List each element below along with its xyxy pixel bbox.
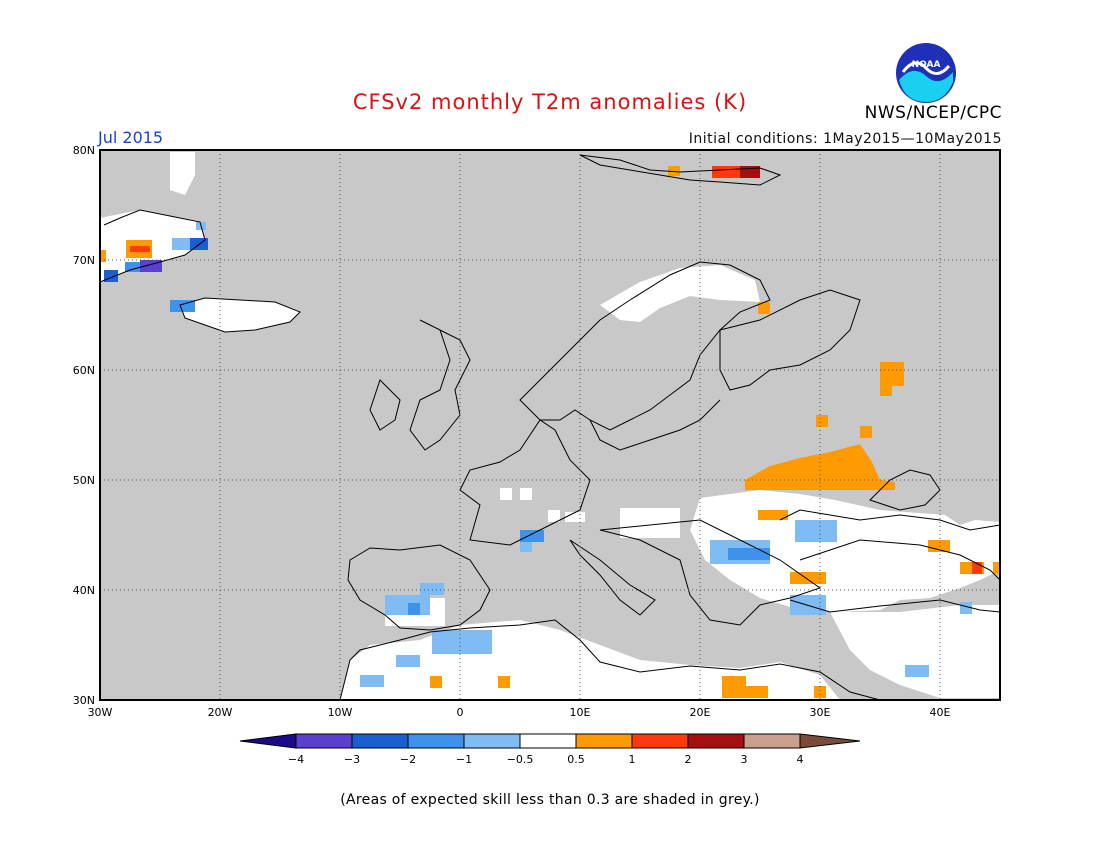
coastlines	[99, 154, 1001, 701]
lon-tick-labels: 30W 20W 10W 0 10E 20E 30E 40E	[88, 706, 951, 719]
colorbar-label: −4	[288, 753, 304, 766]
lon-tick: 0	[457, 706, 464, 719]
colorbar-bin	[631, 733, 689, 749]
colorbar-label: −3	[344, 753, 360, 766]
lon-tick: 20E	[690, 706, 711, 719]
colorbar-low-end	[239, 733, 297, 749]
colorbar: −4 −3 −2 −1 −0.5 0.5 1 2 3 4	[239, 733, 861, 766]
colorbar-bin	[463, 733, 521, 749]
lat-tick: 80N	[73, 144, 95, 157]
lon-tick: 20W	[208, 706, 233, 719]
colorbar-bin	[519, 733, 577, 749]
skill-note: (Areas of expected skill less than 0.3 a…	[340, 792, 760, 808]
colorbar-label: 4	[797, 753, 804, 766]
lon-tick: 40E	[930, 706, 951, 719]
colorbar-bin	[351, 733, 409, 749]
colorbar-label: 0.5	[567, 753, 585, 766]
colorbar-bin	[295, 733, 353, 749]
lon-tick: 30E	[810, 706, 831, 719]
colorbar-label: −0.5	[507, 753, 534, 766]
colorbar-bin	[743, 733, 801, 749]
lon-tick: 30W	[88, 706, 113, 719]
lat-tick: 70N	[73, 254, 95, 267]
forecast-month: Jul 2015	[98, 128, 164, 147]
lon-tick: 10E	[570, 706, 591, 719]
chart-title: CFSv2 monthly T2m anomalies (K)	[352, 90, 748, 114]
colorbar-bin	[687, 733, 745, 749]
colorbar-label: 3	[741, 753, 748, 766]
logo-text: NOAA	[912, 60, 941, 70]
agency-label: NWS/NCEP/CPC	[864, 103, 1002, 123]
colorbar-label: −1	[456, 753, 472, 766]
colorbar-bin	[407, 733, 465, 749]
colorbar-label: 1	[629, 753, 636, 766]
initial-conditions: Initial conditions: 1May2015—10May2015	[688, 131, 1002, 147]
colorbar-label: −2	[400, 753, 416, 766]
warm-anomalies	[100, 166, 1000, 698]
lat-tick: 30N	[73, 694, 95, 707]
lat-tick-labels: 30N 40N 50N 60N 70N 80N	[73, 144, 95, 707]
colorbar-bin	[575, 733, 633, 749]
lon-tick: 10W	[328, 706, 353, 719]
colorbar-label: 2	[685, 753, 692, 766]
lat-tick: 60N	[73, 364, 95, 377]
noaa-logo-icon: NOAA	[896, 43, 956, 103]
map-frame	[99, 149, 1001, 701]
lat-tick: 50N	[73, 474, 95, 487]
lat-tick: 40N	[73, 584, 95, 597]
colorbar-high-end	[799, 733, 861, 749]
